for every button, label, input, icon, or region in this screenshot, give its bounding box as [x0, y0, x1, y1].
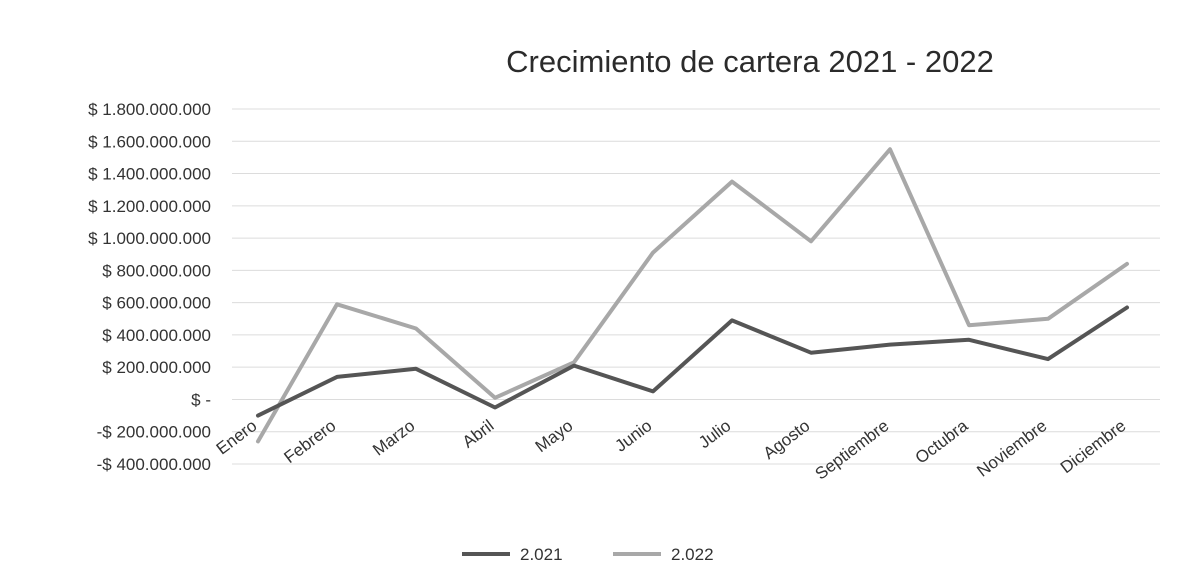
y-tick-label: $ 600.000.000: [102, 294, 211, 313]
x-tick-label: Junio: [612, 416, 656, 456]
legend-label-2022: 2.022: [671, 545, 714, 564]
legend: 2.021 2.022: [462, 545, 714, 564]
y-tick-label: $ 1.800.000.000: [88, 100, 211, 119]
x-tick-label: Febrero: [280, 416, 339, 467]
y-tick-label: $ 400.000.000: [102, 326, 211, 345]
y-tick-label: $ -: [191, 390, 211, 409]
x-tick-label: Noviembre: [973, 416, 1050, 481]
y-tick-label: -$ 200.000.000: [97, 423, 211, 442]
x-tick-label: Abril: [459, 416, 498, 452]
x-tick-label: Octubra: [912, 416, 972, 468]
y-tick-label: -$ 400.000.000: [97, 455, 211, 474]
chart-title: Crecimiento de cartera 2021 - 2022: [506, 44, 994, 79]
gridlines: [232, 108, 1160, 465]
series-line-2021: [256, 305, 1129, 418]
series-line-2022: [256, 147, 1129, 444]
legend-label-2021: 2.021: [520, 545, 563, 564]
x-tick-label: Agosto: [760, 416, 814, 463]
y-axis-ticks: $ 1.800.000.000 $ 1.600.000.000 $ 1.400.00…: [88, 100, 211, 474]
y-tick-label: $ 1.000.000.000: [88, 229, 211, 248]
x-tick-label: Julio: [695, 416, 734, 452]
x-tick-label: Enero: [213, 416, 261, 458]
y-tick-label: $ 1.600.000.000: [88, 132, 211, 151]
x-tick-label: Diciembre: [1057, 416, 1130, 477]
y-tick-label: $ 1.400.000.000: [88, 165, 211, 184]
series-lines: [256, 147, 1129, 444]
x-tick-label: Marzo: [369, 416, 418, 460]
x-tick-label: Mayo: [532, 416, 577, 456]
x-tick-label: Septiembre: [812, 416, 893, 483]
y-tick-label: $ 800.000.000: [102, 261, 211, 280]
y-tick-label: $ 1.200.000.000: [88, 197, 211, 216]
x-axis-ticks: Enero Febrero Marzo Abril Mayo Junio Julio Agos…: [213, 416, 1130, 484]
y-tick-label: $ 200.000.000: [102, 358, 211, 377]
